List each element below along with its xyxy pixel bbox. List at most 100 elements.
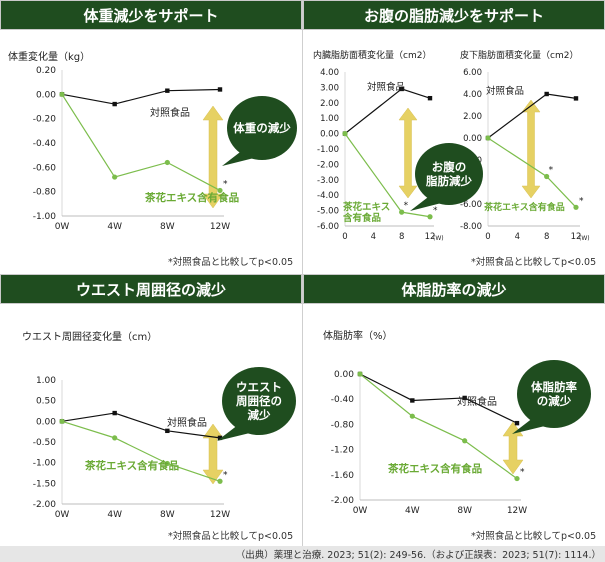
y-tick-label: -1.00	[33, 212, 57, 222]
control-series-label: 対照食品	[367, 81, 405, 93]
significance-mark: *	[579, 196, 584, 206]
data-point	[217, 478, 223, 484]
y-axis-label: ウエスト周囲径変化量（cm）	[22, 330, 157, 343]
data-point	[462, 438, 468, 444]
y-tick-label: 6.00	[463, 68, 482, 78]
y-tick-label: 4.00	[463, 90, 482, 100]
data-point	[410, 398, 415, 403]
y-tick-label: 0.00	[36, 417, 56, 427]
significance-mark: *	[549, 166, 554, 176]
test-series-label: 含有食品	[342, 212, 381, 224]
visceral-fat-chart: 内臓脂肪面積変化量（cm2） 4.00 3.00 2.00 1.00 0.00 -1.00 -…	[313, 49, 444, 242]
subcutaneous-fat-chart: 皮下脂肪面積変化量（cm2）6.004.002.000.00-2.00-4.00…	[410, 49, 590, 242]
x-unit-label: (W)	[579, 235, 590, 242]
data-point	[573, 96, 579, 101]
y-tick-label: -0.80	[33, 188, 57, 198]
panel-body-fat: 体脂肪率の減少 体脂肪率（%） 0.00 -0.40 -0.80 -1.20 -1.60 -…	[303, 274, 605, 546]
significance-mark: *	[433, 206, 438, 216]
x-tick-label: 12W	[210, 222, 230, 232]
y-tick-label: -8.00	[460, 222, 482, 232]
series-line	[61, 420, 221, 482]
y-tick-label: -0.40	[331, 395, 355, 405]
source-citation: （出典）薬理と治療. 2023; 51(2): 249-56.（および正誤表：2…	[0, 546, 605, 562]
x-tick-label: 0	[342, 232, 347, 242]
footnote: *対照食品と比較してp<0.05	[471, 257, 597, 268]
data-point	[217, 435, 223, 441]
x-tick-label: 8W	[160, 222, 175, 232]
series-line	[344, 88, 431, 135]
data-point	[59, 418, 65, 424]
y-tick-label: -1.60	[331, 471, 355, 481]
x-tick-label: 0W	[55, 510, 70, 520]
y-tick-label: -1.00	[317, 145, 339, 155]
y-axis-label: 内臓脂肪面積変化量（cm2）	[313, 49, 431, 61]
y-tick-label: 0.00	[463, 134, 482, 144]
data-point	[399, 86, 404, 92]
change-arrow	[202, 423, 224, 485]
series-line	[359, 373, 518, 480]
y-tick-label: -6.00	[460, 200, 482, 210]
x-unit-label: (W)	[433, 235, 444, 242]
y-tick-label: -3.00	[317, 176, 339, 186]
footnote: *対照食品と比較してp<0.05	[168, 531, 294, 542]
waist-change-chart: ウエスト周囲径変化量（cm） 1.00 0.50 0.00 -0.50 -1.00 -1.5…	[22, 330, 296, 520]
y-tick-label: 0.20	[36, 66, 56, 76]
y-axis-label: 皮下脂肪面積変化量（cm2）	[460, 49, 578, 61]
x-tick-label: 12W	[210, 510, 230, 520]
data-point	[112, 101, 117, 107]
y-tick-label: -2.00	[33, 500, 57, 510]
y-tick-label: 0.50	[36, 397, 56, 407]
panel-weight: 体重減少をサポート 体重変化量（kg） 0.20 0.00 -0.20 -0.40 -0.…	[0, 0, 302, 272]
callout-text: 減少	[248, 408, 271, 422]
y-tick-label: 3.00	[320, 83, 339, 93]
control-series-label: 対照食品	[150, 106, 190, 119]
data-point	[514, 420, 520, 426]
significance-mark: *	[223, 470, 228, 480]
y-tick-label: 1.00	[36, 376, 56, 386]
test-series-label: 茶花エキス含有食品	[84, 459, 179, 472]
footnote: *対照食品と比較してp<0.05	[471, 531, 597, 542]
y-tick-label: 0.00	[36, 90, 56, 100]
y-tick-label: -2.00	[317, 160, 339, 170]
callout-text: 体重の減少	[233, 121, 291, 135]
data-point	[165, 88, 170, 93]
callout-text: の減少	[537, 394, 572, 408]
data-point	[427, 95, 433, 101]
change-arrow	[398, 107, 418, 199]
panel-belly-fat: お腹の脂肪減少をサポート 内臓脂肪面積変化量（cm2） 4.00 3.00 2.00 1…	[303, 0, 605, 272]
callout-text: 脂肪減少	[425, 174, 472, 188]
series-line	[61, 412, 221, 439]
y-tick-label: -0.80	[331, 420, 355, 430]
callout-bubble	[415, 143, 483, 205]
data-point	[427, 214, 433, 220]
weight-change-chart: 体重変化量（kg） 0.20 0.00 -0.20 -0.40 -0.60 -0.80 -1.…	[8, 50, 297, 232]
x-tick-label: 4	[371, 232, 376, 242]
data-point	[112, 435, 118, 441]
callout-bubble	[517, 360, 591, 428]
y-tick-label: -0.50	[33, 438, 57, 448]
data-point	[462, 395, 467, 401]
x-tick-label: 4W	[107, 510, 122, 520]
data-point	[59, 91, 65, 97]
test-series-label: 茶花エキス含有食品	[387, 462, 482, 475]
test-series-label: 茶花エキス	[342, 201, 390, 213]
data-point	[544, 91, 549, 97]
panel-title: 体重減少をサポート	[0, 0, 302, 30]
data-point	[217, 87, 223, 92]
callout-bubble	[222, 367, 296, 435]
y-tick-label: -5.00	[317, 207, 339, 217]
change-arrow	[521, 99, 541, 199]
y-tick-label: -0.20	[33, 115, 57, 125]
data-point	[164, 460, 170, 467]
callout-text: 体脂肪率	[531, 380, 577, 394]
callout-text: お腹の	[432, 160, 467, 174]
panel-title: ウエスト周囲径の減少	[0, 274, 302, 304]
significance-mark: *	[520, 468, 525, 478]
x-tick-label: 4W	[107, 222, 122, 232]
series-line	[61, 88, 221, 105]
x-tick-label: 0W	[353, 506, 368, 516]
x-tick-label: 4W	[405, 506, 420, 516]
control-series-label: 対照食品	[486, 85, 524, 97]
change-arrow	[502, 421, 524, 475]
y-tick-label: 4.00	[320, 68, 339, 78]
